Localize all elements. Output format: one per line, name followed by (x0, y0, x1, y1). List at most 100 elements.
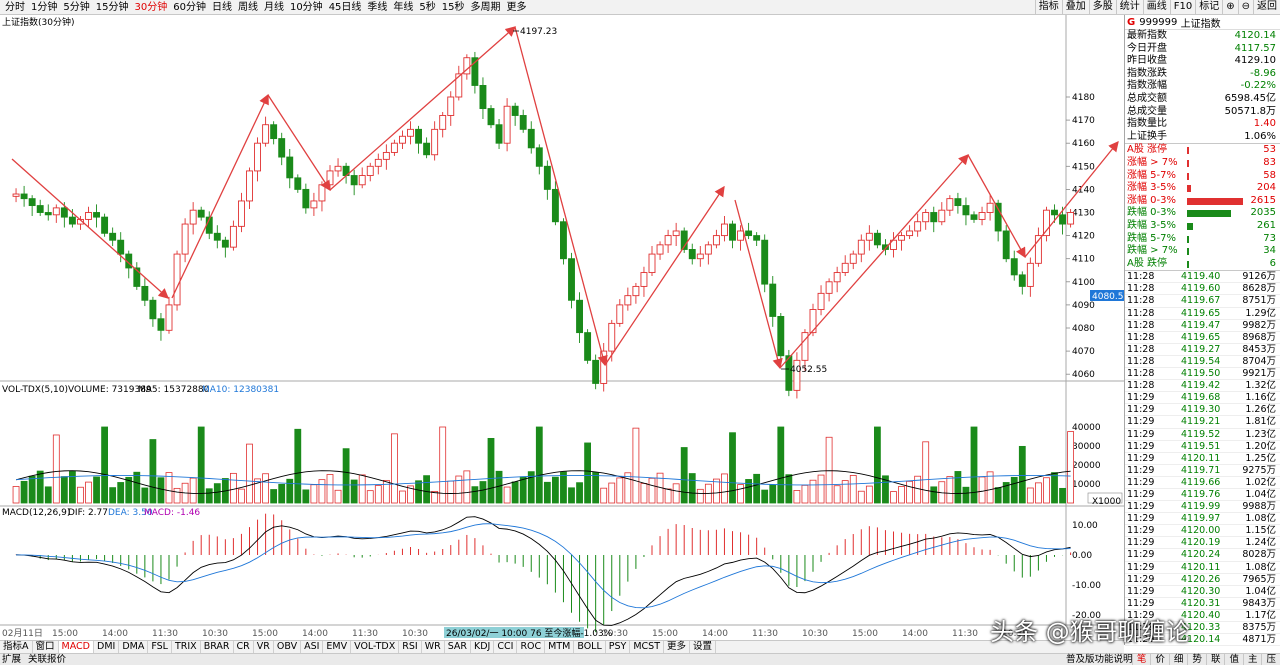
tick-row[interactable]: 11:29 4119.52 1.23亿 (1125, 429, 1280, 441)
indicator-tab[interactable]: WR (422, 641, 445, 653)
period-button[interactable]: 周线 (237, 2, 258, 13)
period-button[interactable]: 1分钟 (31, 2, 58, 13)
indicator-tab[interactable]: CCI (494, 641, 518, 653)
tick-row[interactable]: 11:29 4119.30 1.26亿 (1125, 404, 1280, 417)
tick-row[interactable]: 11:28 4119.50 9921万 (1125, 368, 1280, 381)
indicator-tab[interactable]: OBV (274, 641, 302, 653)
tick-row[interactable]: 11:29 4119.97 1.08亿 (1125, 513, 1280, 526)
tick-row[interactable]: 11:28 4119.60 8628万 (1125, 283, 1280, 296)
tick-row[interactable]: 11:29 4120.24 8028万 (1125, 549, 1280, 562)
period-button[interactable]: 45日线 (328, 2, 362, 13)
panel-tab[interactable]: 细 (1168, 654, 1188, 665)
indicator-tab[interactable]: ASI (301, 641, 324, 653)
indicator-tab[interactable]: CR (234, 641, 254, 653)
period-button[interactable]: 季线 (367, 2, 388, 13)
period-button[interactable]: 多周期 (470, 2, 501, 13)
volume-bar (624, 472, 632, 504)
period-button[interactable]: 5分钟 (63, 2, 90, 13)
tick-row[interactable]: 11:29 4120.40 1.17亿 (1125, 610, 1280, 622)
toolbar-button[interactable]: ⊖ (1237, 0, 1253, 15)
indicator-tab[interactable]: MACD (58, 641, 94, 653)
indicator-tab[interactable]: KDJ (471, 641, 495, 653)
expand-button[interactable]: 扩展 (2, 654, 22, 665)
period-button[interactable]: 更多 (506, 2, 527, 13)
panel-tab[interactable]: 压 (1261, 654, 1280, 665)
period-button[interactable]: 15秒 (441, 2, 465, 13)
panel-tab[interactable]: 价 (1150, 654, 1169, 665)
toolbar-button[interactable]: 返回 (1253, 0, 1280, 15)
period-button[interactable]: 分时 (5, 2, 25, 13)
period-button[interactable]: 30分钟 (134, 2, 168, 13)
indicator-tab[interactable]: 设置 (690, 641, 717, 653)
tick-row[interactable]: 11:29 4119.99 9988万 (1125, 501, 1280, 514)
tick-row[interactable]: 11:29 4120.26 7965万 (1125, 574, 1280, 586)
tick-row[interactable]: 11:29 4120.11 1.08亿 (1125, 562, 1280, 574)
indicator-tab[interactable]: PSY (606, 641, 631, 653)
toolbar-button[interactable]: 统计 (1115, 0, 1143, 15)
tick-row[interactable]: 11:28 4119.67 8751万 (1125, 295, 1280, 308)
panel-tab[interactable]: 势 (1187, 654, 1206, 665)
tick-row[interactable]: 11:29 4120.31 9843万 (1125, 598, 1280, 610)
toolbar-button[interactable]: F10 (1169, 0, 1195, 15)
tick-row[interactable]: 11:29 4120.00 1.15亿 (1125, 525, 1280, 538)
toolbar-button[interactable]: 画线 (1142, 0, 1170, 15)
indicator-tab[interactable]: 更多 (664, 641, 691, 653)
related-quotes-button[interactable]: 关联报价 (28, 654, 67, 665)
indicator-tab[interactable]: ROC (517, 641, 546, 653)
tick-row[interactable]: 11:28 4119.54 8704万 (1125, 356, 1280, 369)
tick-row[interactable]: 11:29 4119.66 1.02亿 (1125, 477, 1280, 489)
tick-row[interactable]: 11:28 4119.40 9126万 (1125, 271, 1280, 284)
tick-row[interactable]: 11:29 4119.51 1.20亿 (1125, 441, 1280, 453)
tick-list[interactable]: 11:28 4119.40 9126万 11:28 4119.60 8628万 11:28 4… (1125, 271, 1280, 647)
tick-row[interactable]: 11:29 4119.68 1.16亿 (1125, 392, 1280, 405)
tick-row[interactable]: 11:29 4120.33 8375万 (1125, 622, 1280, 635)
panel-tab[interactable]: 值 (1224, 654, 1243, 665)
indicator-tab[interactable]: BRAR (201, 641, 234, 653)
indicator-tab[interactable]: DMI (94, 641, 120, 653)
kline-chart[interactable]: 上证指数(30分钟) 41804170416041504140413041204… (0, 15, 1124, 640)
period-button[interactable]: 60分钟 (173, 2, 206, 13)
quote-value: 1.40 (1253, 118, 1276, 130)
panel-tab[interactable]: 联 (1205, 654, 1225, 665)
indicator-tab[interactable]: BOLL (574, 641, 606, 653)
indicator-tab[interactable]: RSI (399, 641, 422, 653)
indicator-tab[interactable]: 指标A (0, 641, 33, 653)
help-link[interactable]: 普及版功能说明 (1066, 654, 1133, 665)
toolbar-button[interactable]: 指标 (1034, 0, 1062, 15)
tick-row[interactable]: 11:29 4120.11 1.25亿 (1125, 453, 1280, 465)
toolbar-button[interactable]: ⊕ (1222, 0, 1237, 15)
tick-row[interactable]: 11:28 4119.47 9982万 (1125, 320, 1280, 332)
toolbar-button[interactable]: 叠加 (1061, 0, 1089, 15)
indicator-tab[interactable]: VR (254, 641, 274, 653)
indicator-tab[interactable]: DMA (119, 641, 149, 653)
tick-row[interactable]: 11:28 4119.42 1.32亿 (1125, 380, 1280, 393)
indicator-tab[interactable]: MTM (545, 641, 575, 653)
tick-row[interactable]: 11:29 4119.76 1.04亿 (1125, 489, 1280, 502)
indicator-tab[interactable]: TRIX (172, 641, 201, 653)
indicator-tab[interactable]: EMV (323, 641, 352, 653)
tick-price: 4119.40 (1181, 271, 1221, 283)
period-button[interactable]: 10分钟 (289, 2, 323, 13)
tick-row[interactable]: 11:29 4120.14 4871万 (1125, 634, 1280, 647)
tick-row[interactable]: 11:28 4119.65 8968万 (1125, 332, 1280, 344)
tick-row[interactable]: 11:28 4119.27 8453万 (1125, 344, 1280, 356)
tick-row[interactable]: 11:29 4119.71 9275万 (1125, 465, 1280, 477)
panel-tab[interactable]: 笔 (1131, 654, 1151, 665)
tick-row[interactable]: 11:28 4119.65 1.29亿 (1125, 308, 1280, 320)
tick-row[interactable]: 11:29 4120.19 1.24亿 (1125, 537, 1280, 550)
indicator-tab[interactable]: MCST (630, 641, 665, 653)
period-button[interactable]: 年线 (393, 2, 414, 13)
tick-row[interactable]: 11:29 4120.30 1.04亿 (1125, 586, 1280, 598)
indicator-tab[interactable]: VOL-TDX (351, 641, 400, 653)
toolbar-button[interactable]: 标记 (1195, 0, 1222, 15)
panel-tab[interactable]: 主 (1242, 654, 1262, 665)
period-button[interactable]: 月线 (263, 2, 284, 13)
period-button[interactable]: 5秒 (419, 2, 436, 13)
period-button[interactable]: 15分钟 (95, 2, 129, 13)
toolbar-button[interactable]: 多股 (1088, 0, 1116, 15)
tick-row[interactable]: 11:29 4119.21 1.81亿 (1125, 416, 1280, 429)
indicator-tab[interactable]: 窗口 (33, 641, 59, 653)
indicator-tab[interactable]: SAR (445, 641, 471, 653)
period-button[interactable]: 日线 (211, 2, 232, 13)
indicator-tab[interactable]: FSL (148, 641, 172, 653)
